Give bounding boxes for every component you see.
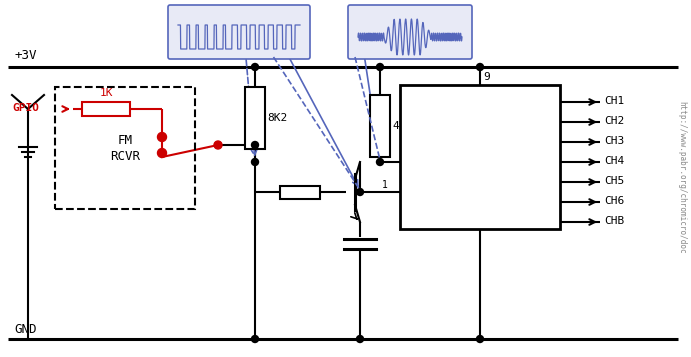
Circle shape [252, 159, 258, 166]
Text: 9: 9 [483, 72, 490, 82]
Circle shape [158, 149, 167, 157]
Text: http://www.pabr.org/chromicro/doc: http://www.pabr.org/chromicro/doc [677, 101, 686, 253]
Text: CH4: CH4 [604, 156, 624, 166]
Text: FM: FM [117, 134, 133, 146]
FancyBboxPatch shape [348, 5, 472, 59]
Text: SYNC: SYNC [402, 181, 422, 190]
Circle shape [477, 336, 484, 342]
Text: PWM: PWM [468, 141, 491, 154]
Text: 1: 1 [382, 180, 388, 190]
Text: CH2: CH2 [604, 116, 624, 126]
Text: 1K: 1K [100, 88, 113, 98]
Bar [280, 186, 320, 198]
Text: 8: 8 [382, 150, 388, 160]
Bar [245, 87, 265, 149]
Text: GND: GND [14, 323, 37, 336]
FancyBboxPatch shape [168, 5, 310, 59]
Circle shape [252, 141, 258, 149]
Text: DEMUX: DEMUX [462, 161, 499, 174]
Text: 47K: 47K [392, 121, 413, 131]
Circle shape [158, 132, 167, 141]
Circle shape [377, 159, 384, 166]
Text: 1.5ms: 1.5ms [230, 50, 249, 55]
Circle shape [214, 141, 222, 149]
Text: 2ms: 2ms [275, 50, 286, 55]
Text: CHB: CHB [604, 216, 624, 226]
Text: 0.5s: 0.5s [188, 50, 203, 55]
Bar [370, 95, 390, 157]
Circle shape [252, 336, 258, 342]
Text: +3V: +3V [14, 49, 37, 62]
Text: CH1: CH1 [604, 96, 624, 106]
Text: CH3: CH3 [604, 136, 624, 146]
Circle shape [477, 64, 484, 70]
Bar [82, 102, 130, 116]
Circle shape [252, 64, 258, 70]
Text: 0.1ms: 0.1ms [174, 10, 193, 15]
Text: CH6: CH6 [604, 196, 624, 206]
Circle shape [357, 336, 363, 342]
Text: 8K2: 8K2 [267, 113, 287, 123]
Circle shape [377, 64, 384, 70]
Circle shape [357, 188, 363, 196]
Text: GPIO: GPIO [12, 103, 39, 113]
Text: PWM: PWM [402, 151, 417, 160]
Bar [400, 85, 560, 229]
Text: CH5: CH5 [604, 176, 624, 186]
Bar [55, 87, 195, 209]
Text: RCVR: RCVR [110, 150, 140, 162]
